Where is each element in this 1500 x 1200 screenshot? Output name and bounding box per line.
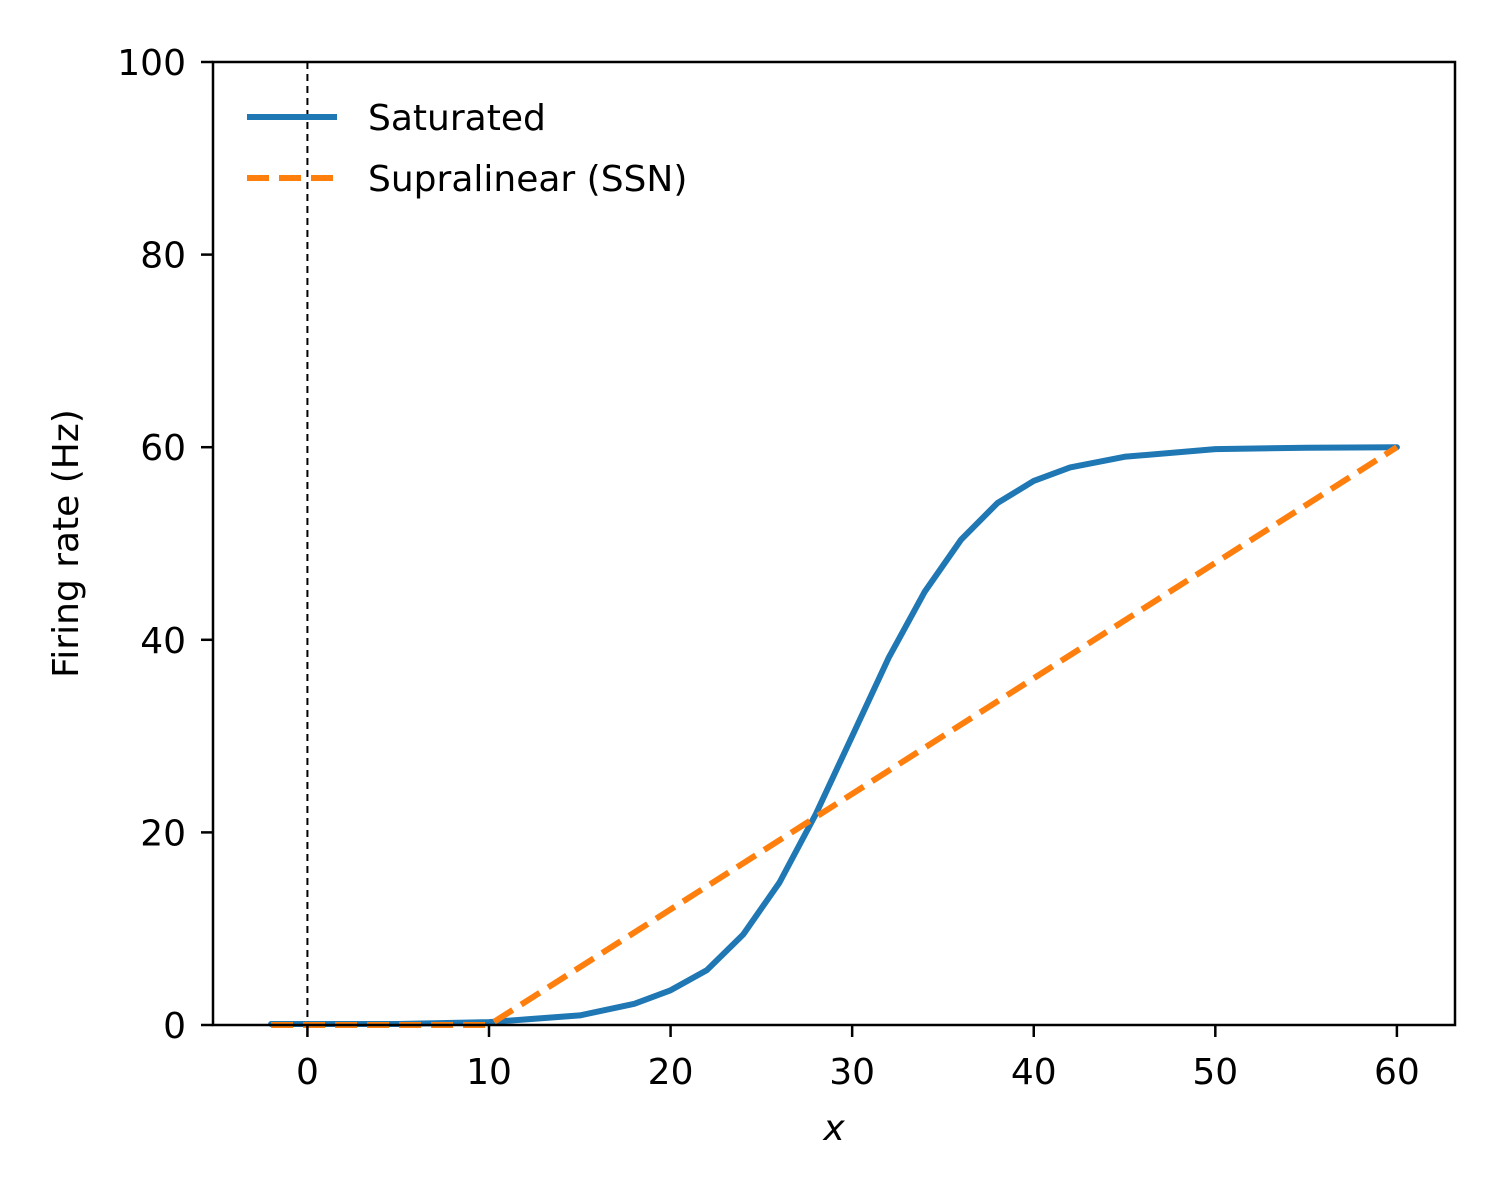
x-axis: 0 10 20 30 40 50 60	[296, 1025, 1420, 1093]
y-axis: 0 20 40 60 80 100	[117, 43, 213, 1047]
y-tick-label: 0	[163, 1006, 186, 1047]
x-tick-label: 20	[648, 1052, 694, 1093]
plot-content	[268, 62, 1400, 1028]
y-tick-label: 20	[140, 813, 186, 854]
y-axis-label: Firing rate (Hz)	[46, 409, 87, 678]
x-tick-label: 0	[296, 1052, 319, 1093]
legend-label-saturated: Saturated	[368, 98, 546, 139]
y-tick-label: 100	[117, 43, 186, 84]
series-line-saturated	[268, 444, 1400, 1027]
y-tick-label: 40	[140, 621, 186, 662]
y-tick-label: 80	[140, 236, 186, 277]
y-tick-label: 60	[140, 428, 186, 469]
plot-frame	[211, 60, 1457, 1027]
x-tick-label: 30	[829, 1052, 875, 1093]
x-axis-label: x	[822, 1108, 845, 1149]
x-tick-label: 50	[1192, 1052, 1238, 1093]
series-line-supralinear	[271, 444, 1399, 1028]
x-tick-label: 60	[1374, 1052, 1420, 1093]
legend: Saturated Supralinear (SSN)	[247, 98, 687, 200]
x-tick-label: 40	[1011, 1052, 1057, 1093]
legend-label-supralinear: Supralinear (SSN)	[368, 159, 687, 200]
x-tick-label: 10	[466, 1052, 512, 1093]
